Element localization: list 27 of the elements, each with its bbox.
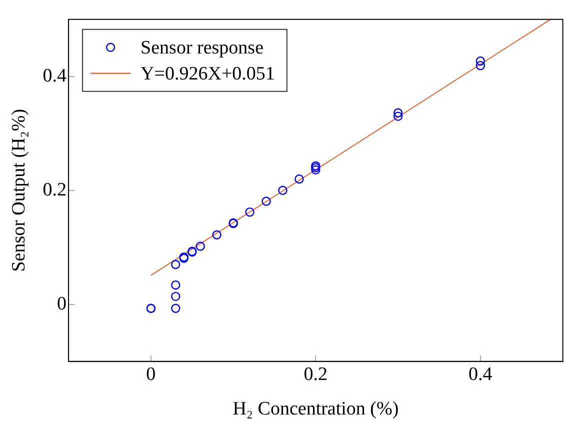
y-tick-label: 0.2 — [42, 179, 67, 200]
point — [278, 186, 288, 195]
point — [171, 260, 180, 270]
point — [196, 242, 205, 251]
y-axis-title: Sensor Output (H₂%) — [8, 108, 30, 272]
x-tick-label: 0.4 — [468, 364, 493, 385]
point — [212, 230, 222, 240]
point — [311, 165, 320, 174]
point — [171, 304, 180, 313]
legend-label: Y=0.926X+0.051 — [140, 63, 275, 84]
point — [245, 207, 254, 217]
point — [171, 292, 180, 302]
x-tick-label: 0 — [146, 364, 156, 385]
point — [393, 108, 403, 118]
point — [476, 56, 486, 66]
point — [171, 280, 180, 290]
point — [311, 161, 320, 170]
y-tick-label: 0.4 — [42, 65, 68, 86]
x-axis-title: H₂ Concentration (%) — [232, 398, 399, 420]
point — [294, 174, 304, 184]
point — [393, 112, 403, 121]
point — [476, 60, 486, 70]
x-tick-label: 0.2 — [304, 364, 328, 385]
legend-label: Sensor response — [140, 37, 264, 58]
point — [262, 196, 271, 206]
y-tick-label: 0 — [57, 293, 67, 314]
point — [311, 163, 320, 172]
